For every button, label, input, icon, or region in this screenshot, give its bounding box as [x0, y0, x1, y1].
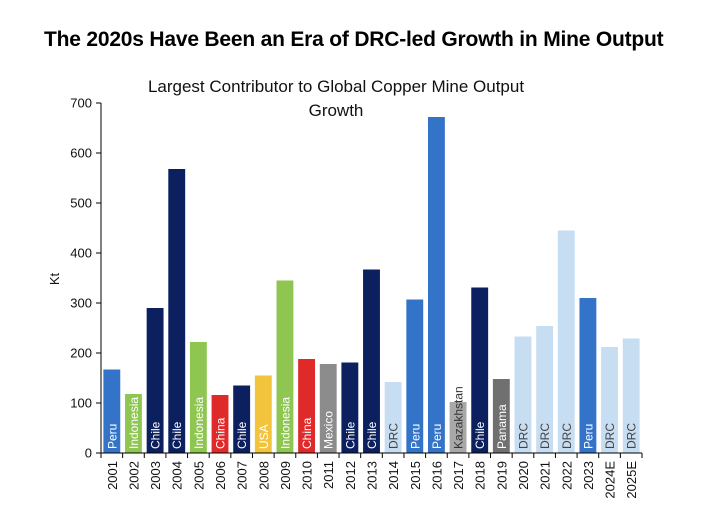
- y-axis-label: Kt: [47, 272, 62, 285]
- bar: [384, 382, 402, 453]
- x-tick-label: 2003: [148, 461, 163, 490]
- bar-label: Peru: [408, 424, 422, 449]
- x-tick-label: 2008: [256, 461, 271, 490]
- x-tick-label: 2020: [516, 461, 531, 490]
- x-tick-label: 2012: [343, 461, 358, 490]
- bar-label: China: [300, 417, 314, 449]
- x-axis: 2001 2002 2003 2004 2005 2006 2007 2008 2009 2010…: [100, 452, 643, 499]
- y-tick-label: 0: [85, 446, 92, 461]
- x-tick-label: 2001: [105, 461, 120, 490]
- bar-label: Panama: [495, 404, 509, 449]
- bar-label: Peru: [105, 424, 119, 449]
- bar: [276, 280, 294, 453]
- bar-label: Indonesia: [192, 397, 206, 449]
- bar: [449, 402, 467, 453]
- chart-title-line-2: Growth: [309, 101, 364, 120]
- bar-label: Chile: [473, 421, 487, 449]
- bar-label: USA: [257, 424, 271, 449]
- x-tick-label: 2021: [538, 461, 553, 490]
- bar: [146, 308, 164, 453]
- bar: [319, 364, 337, 453]
- x-tick-label: 2014: [386, 461, 401, 490]
- bar: [233, 385, 251, 453]
- x-tick-label: 2009: [278, 461, 293, 490]
- bar-label: Chile: [170, 421, 184, 449]
- bar: [363, 269, 380, 453]
- y-tick-label: 200: [70, 346, 92, 361]
- bar-label: Peru: [430, 424, 444, 449]
- bar-label: DRC: [560, 423, 574, 449]
- bar-label: Chile: [365, 421, 379, 449]
- bar: [254, 375, 272, 453]
- x-tick-label: 2002: [126, 461, 141, 490]
- bar-label: China: [214, 417, 228, 449]
- bar-label: Chile: [343, 421, 357, 449]
- y-tick-label: 100: [70, 396, 92, 411]
- y-tick-label: 600: [70, 146, 92, 161]
- y-tick-label: 300: [70, 296, 92, 311]
- x-tick-label: 2018: [473, 461, 488, 490]
- bar-label: DRC: [625, 423, 639, 449]
- bar: [471, 287, 489, 453]
- bars: [103, 117, 640, 453]
- bar: [427, 117, 445, 453]
- bar: [189, 342, 207, 453]
- bar: [622, 338, 640, 453]
- bar-label: DRC: [387, 423, 401, 449]
- y-tick-label: 700: [70, 96, 92, 111]
- x-tick-label: 2022: [559, 461, 574, 490]
- x-tick-label: 2019: [494, 461, 509, 490]
- bar-label: Chile: [235, 421, 249, 449]
- bar: [103, 369, 121, 453]
- bar-label: DRC: [516, 423, 530, 449]
- bar-label: Peru: [581, 424, 595, 449]
- bar: [601, 347, 618, 453]
- x-tick-label: 2025E: [624, 461, 639, 499]
- bar-label: Kazakhstan: [452, 386, 466, 449]
- x-tick-label: 2015: [408, 461, 423, 490]
- bar: [211, 395, 229, 453]
- page-title: The 2020s Have Been an Era of DRC-led Gr…: [44, 28, 664, 51]
- bar: [406, 299, 424, 453]
- bar: [536, 326, 554, 453]
- bar-label: DRC: [603, 423, 617, 449]
- bar-label: Mexico: [322, 411, 336, 449]
- x-tick-label: 2007: [235, 461, 250, 490]
- bar-label: Indonesia: [278, 397, 292, 449]
- y-tick-label: 500: [70, 196, 92, 211]
- x-tick-label: 2016: [429, 461, 444, 490]
- bar: [168, 169, 186, 453]
- bar: [579, 298, 597, 453]
- bar-labels: Peru Indonesia Chile Chile Indonesia China Chi…: [105, 386, 638, 449]
- bar: [341, 362, 359, 453]
- x-tick-label: 2017: [451, 461, 466, 490]
- x-tick-label: 2010: [300, 461, 315, 490]
- bar-label: Indonesia: [127, 397, 141, 449]
- bar-label: DRC: [538, 423, 552, 449]
- chart-title-line-1: Largest Contributor to Global Copper Min…: [148, 77, 524, 96]
- x-tick-label: 2024E: [603, 461, 618, 499]
- bar: [557, 230, 575, 453]
- bar: [125, 394, 142, 453]
- x-tick-label: 2005: [191, 461, 206, 490]
- x-tick-label: 2023: [581, 461, 596, 490]
- bar: [514, 336, 532, 453]
- y-axis: 0 100 200 300 400 500 600 700: [70, 96, 102, 461]
- x-tick-label: 2006: [213, 461, 228, 490]
- x-tick-label: 2004: [170, 461, 185, 490]
- y-tick-label: 400: [70, 246, 92, 261]
- x-tick-label: 2013: [365, 461, 380, 490]
- bar: [298, 359, 316, 453]
- bar: [492, 379, 510, 453]
- x-tick-label: 2011: [321, 461, 336, 489]
- bar-label: Chile: [149, 421, 163, 449]
